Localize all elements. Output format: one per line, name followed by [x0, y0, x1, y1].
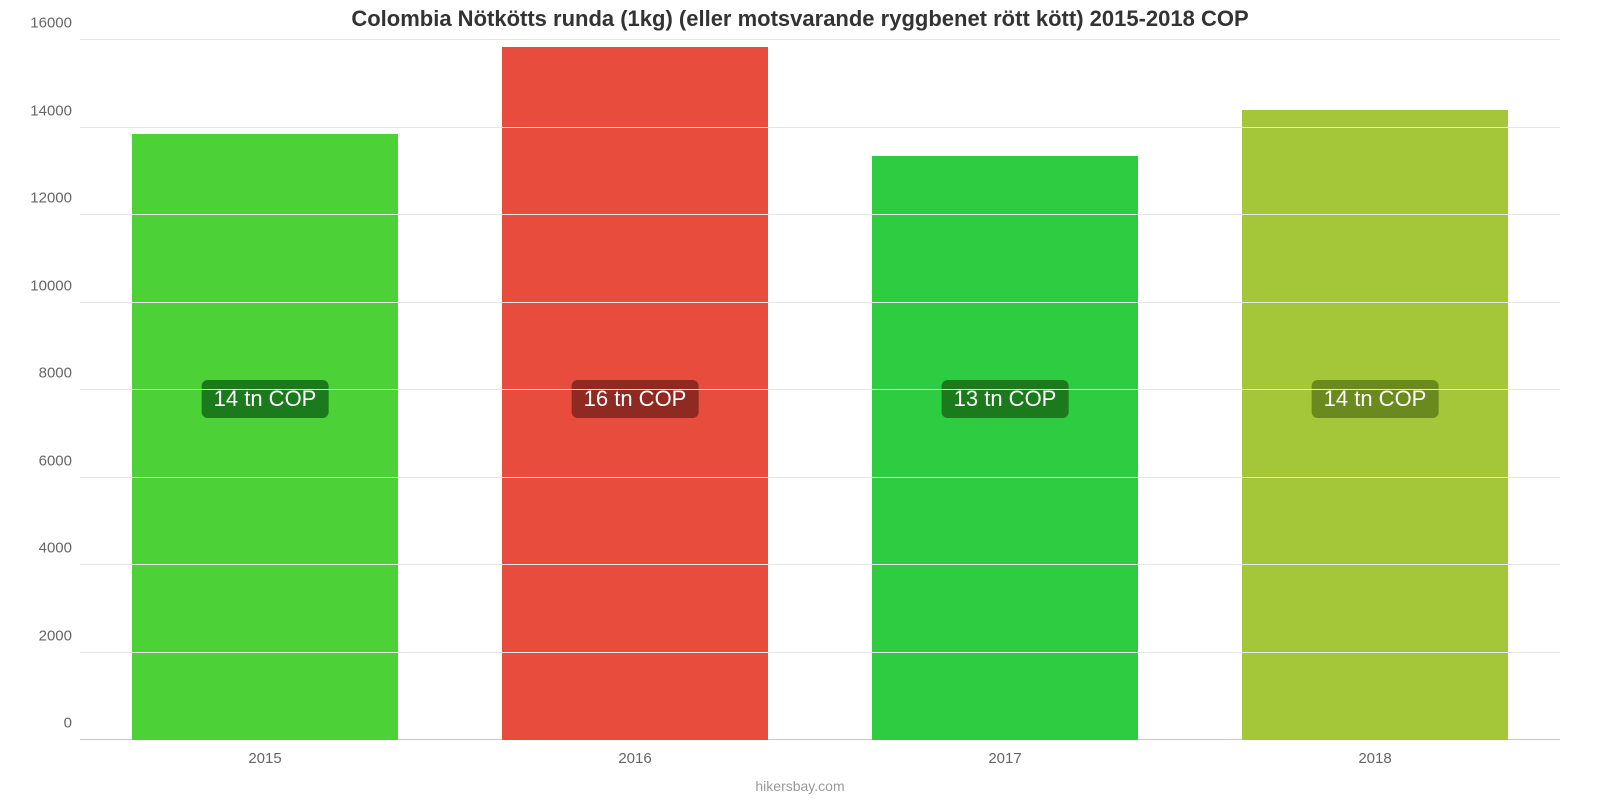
y-tick-label: 8000 [39, 365, 80, 382]
y-tick-label: 2000 [39, 627, 80, 644]
grid-line [80, 389, 1560, 390]
bar-slot: 13 tn COP2017 [820, 40, 1190, 740]
bar-slot: 14 tn COP2015 [80, 40, 450, 740]
bars-group: 14 tn COP201516 tn COP201613 tn COP20171… [80, 40, 1560, 740]
y-tick-label: 10000 [30, 277, 80, 294]
y-tick-label: 16000 [30, 15, 80, 32]
grid-line [80, 302, 1560, 303]
bar-slot: 16 tn COP2016 [450, 40, 820, 740]
value-badge: 13 tn COP [942, 380, 1069, 418]
value-badge: 14 tn COP [1312, 380, 1439, 418]
bar-slot: 14 tn COP2018 [1190, 40, 1560, 740]
value-badge: 16 tn COP [572, 380, 699, 418]
y-tick-label: 14000 [30, 102, 80, 119]
grid-line [80, 214, 1560, 215]
x-tick-label: 2015 [248, 740, 281, 767]
y-tick-label: 6000 [39, 452, 80, 469]
y-tick-label: 0 [64, 715, 80, 732]
y-tick-label: 12000 [30, 190, 80, 207]
x-tick-label: 2016 [618, 740, 651, 767]
y-tick-label: 4000 [39, 540, 80, 557]
grid-line [80, 652, 1560, 653]
grid-line [80, 477, 1560, 478]
chart-title: Colombia Nötkötts runda (1kg) (eller mot… [0, 6, 1600, 32]
grid-line [80, 39, 1560, 40]
x-tick-label: 2017 [988, 740, 1021, 767]
plot-area: 14 tn COP201516 tn COP201613 tn COP20171… [80, 40, 1560, 740]
x-tick-label: 2018 [1358, 740, 1391, 767]
grid-line [80, 127, 1560, 128]
bar [132, 134, 398, 740]
credit-text: hikersbay.com [0, 778, 1600, 794]
bar [1242, 110, 1508, 740]
value-badge: 14 tn COP [202, 380, 329, 418]
chart-container: Colombia Nötkötts runda (1kg) (eller mot… [0, 0, 1600, 800]
grid-line [80, 564, 1560, 565]
